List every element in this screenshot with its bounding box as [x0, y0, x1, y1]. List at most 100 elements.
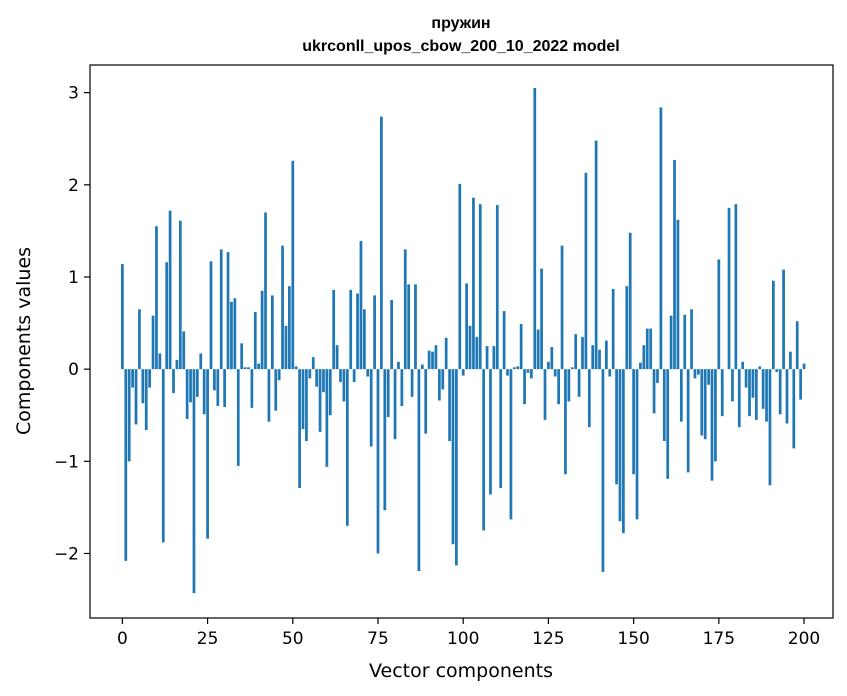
y-tick-label-3: 3 [68, 84, 79, 104]
bar-172 [707, 369, 710, 385]
bar-97 [451, 369, 455, 545]
y-axis-ticks: −2 −1 0 1 2 3 [54, 84, 90, 564]
bar-106 [482, 369, 486, 531]
bar-32 [230, 301, 233, 370]
bar-191 [771, 280, 775, 370]
bar-33 [233, 298, 237, 370]
bar-31 [226, 252, 230, 370]
bar-22 [196, 369, 199, 397]
bar-187 [758, 366, 762, 370]
bar-3 [131, 369, 134, 388]
bar-27 [213, 369, 216, 391]
bar-136 [584, 172, 588, 370]
bar-47 [281, 245, 284, 370]
bar-145 [615, 369, 618, 485]
bar-37 [247, 367, 250, 370]
bar-170 [700, 369, 704, 436]
bar-2 [127, 369, 131, 462]
bar-20 [189, 369, 192, 403]
bar-38 [250, 369, 254, 408]
bar-193 [778, 369, 782, 415]
bar-148 [625, 286, 629, 370]
bar-58 [318, 369, 322, 432]
bar-115 [512, 367, 516, 370]
bar-163 [676, 219, 680, 370]
bar-149 [628, 232, 632, 370]
bar-150 [632, 369, 635, 475]
bar-8 [148, 369, 152, 388]
bar-126 [550, 347, 554, 370]
bar-141 [601, 369, 605, 572]
bar-88 [420, 364, 424, 370]
bar-135 [581, 336, 584, 370]
bar-46 [277, 369, 281, 381]
bar-186 [754, 369, 758, 420]
bar-9 [151, 315, 155, 370]
bar-167 [690, 309, 693, 370]
bar-24 [202, 369, 206, 415]
bar-137 [587, 369, 591, 428]
bar-11 [158, 353, 162, 370]
bar-120 [530, 369, 533, 379]
bar-75 [376, 369, 380, 554]
bar-36 [243, 367, 247, 370]
bar-80 [393, 369, 397, 440]
bar-93 [437, 369, 441, 401]
bar-42 [264, 212, 267, 370]
bar-143 [608, 369, 612, 377]
bar-156 [652, 369, 656, 414]
bar-56 [311, 357, 315, 370]
x-tick-label-150: 150 [617, 629, 649, 649]
bar-200 [802, 363, 806, 370]
bar-184 [748, 369, 751, 417]
bar-189 [765, 369, 768, 422]
bar-118 [523, 369, 526, 405]
x-tick-label-125: 125 [532, 629, 564, 649]
bar-70 [359, 241, 363, 370]
bar-109 [492, 346, 496, 370]
bar-134 [577, 369, 581, 397]
bar-144 [611, 288, 615, 370]
bar-73 [369, 369, 373, 447]
bar-192 [775, 369, 779, 372]
bar-155 [649, 328, 653, 370]
bar-26 [209, 261, 213, 370]
bar-198 [795, 321, 799, 370]
bar-146 [618, 369, 622, 522]
bar-23 [199, 353, 203, 370]
bar-49 [288, 286, 291, 370]
bar-54 [305, 369, 308, 442]
bar-59 [322, 369, 325, 393]
bar-165 [683, 314, 687, 370]
bar-140 [598, 349, 601, 370]
bar-173 [710, 369, 714, 481]
bar-41 [260, 290, 264, 370]
bar-92 [434, 345, 438, 370]
y-tick-label-0: 0 [68, 360, 79, 380]
bar-147 [622, 369, 625, 534]
x-tick-label-175: 175 [703, 629, 735, 649]
bar-29 [219, 249, 223, 370]
bar-182 [741, 361, 745, 370]
x-tick-label-50: 50 [282, 629, 304, 649]
bar-113 [506, 369, 509, 376]
y-tick-label-2: 2 [68, 176, 79, 196]
bar-197 [792, 369, 796, 449]
bar-85 [410, 369, 414, 397]
bar-119 [526, 369, 530, 373]
bar-78 [386, 369, 390, 418]
bar-129 [560, 245, 564, 370]
chart-subtitle: ukrconll_upos_cbow_200_10_2022 model [302, 38, 619, 55]
bar-174 [714, 369, 717, 462]
bar-15 [172, 369, 175, 394]
bar-65 [342, 369, 346, 402]
bar-152 [639, 362, 642, 370]
bar-116 [516, 366, 520, 370]
bar-52 [298, 369, 301, 489]
bar-179 [731, 369, 734, 402]
bar-1 [124, 369, 128, 561]
bar-63 [335, 345, 339, 370]
bar-12 [161, 369, 165, 543]
